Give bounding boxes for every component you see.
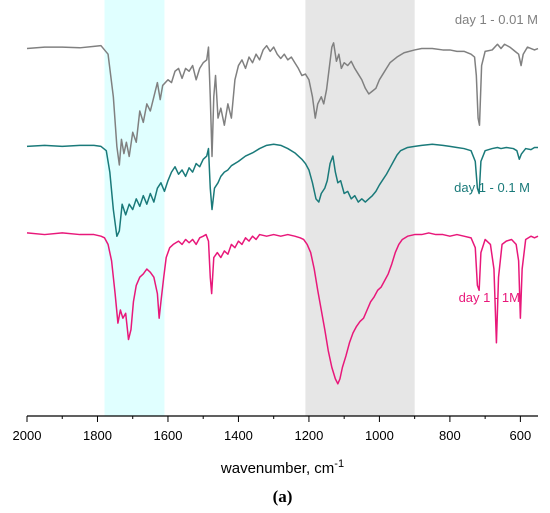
- highlight-band-1: [104, 0, 165, 416]
- series-labels: day 1 - 0.01 M day 1 - 0.1 M day 1 - 1M: [454, 12, 538, 305]
- x-tick-label: 1200: [294, 428, 323, 443]
- x-tick-label: 1600: [154, 428, 183, 443]
- x-tick-label: 600: [510, 428, 532, 443]
- highlight-bands: [104, 0, 415, 416]
- x-tick-label: 2000: [13, 428, 42, 443]
- panel-label: (a): [273, 487, 293, 506]
- series-label-1: day 1 - 0.01 M: [455, 12, 538, 27]
- x-tick-label: 800: [439, 428, 461, 443]
- series-label-2: day 1 - 0.1 M: [454, 180, 530, 195]
- x-axis-title-text: wavenumber, cm: [220, 460, 334, 477]
- spectrum-traces: [26, 42, 539, 385]
- x-axis-title: wavenumber, cm-1: [220, 458, 344, 477]
- series-line-2: [26, 143, 538, 238]
- x-axis-ticks: 2000 1800 1600 1400 1200 1000 800 600: [13, 416, 532, 443]
- highlight-band-2: [305, 0, 415, 416]
- x-axis-title-superscript: -1: [334, 458, 344, 470]
- x-tick-label: 1000: [365, 428, 394, 443]
- series-label-3: day 1 - 1M: [459, 290, 520, 305]
- series-line-1: [26, 42, 539, 166]
- series-line-3: [26, 232, 539, 385]
- x-tick-label: 1400: [224, 428, 253, 443]
- x-tick-label: 1800: [83, 428, 112, 443]
